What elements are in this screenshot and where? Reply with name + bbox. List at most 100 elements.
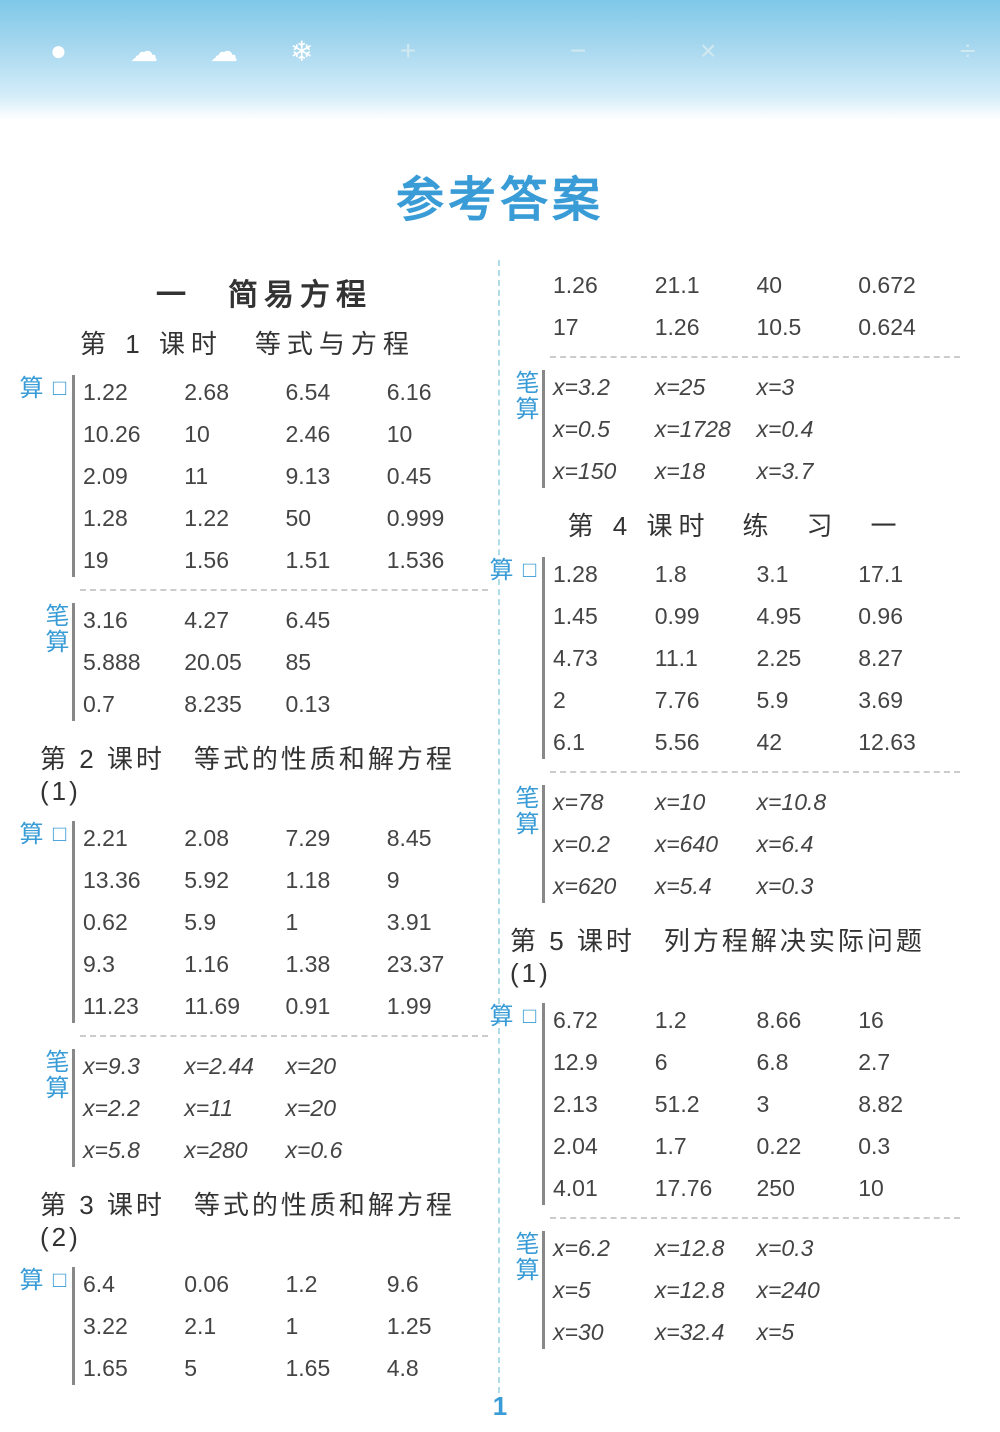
table-cell: 0.22 [757,1125,859,1167]
table-cell: 11.1 [655,637,757,679]
table-cell: x=20 [286,1087,387,1129]
table-cell: x=18 [655,450,757,492]
table-cell: 0.999 [387,497,488,539]
table-cell: 2.04 [553,1125,655,1167]
page-title: 参考答案 [0,160,1000,230]
answer-grid: 1.2621.1400.672171.2610.50.624 [553,264,960,348]
table-cell: 1.26 [655,306,757,348]
table-row: 4.0117.7625010 [553,1167,960,1209]
vertical-bar [542,370,545,488]
table-cell: x=10 [655,781,757,823]
table-cell: x=6.2 [553,1227,655,1269]
cloud-icon: ☁ [210,35,238,68]
table-row: 4.7311.12.258.27 [553,637,960,679]
table-cell: 0.96 [858,595,960,637]
table-cell: 9.6 [387,1263,488,1305]
table-cell [387,1087,488,1129]
table-cell: 1.22 [184,497,285,539]
divider [550,771,960,773]
table-cell: 10.26 [83,413,184,455]
table-cell: 1.2 [655,999,757,1041]
table-cell: 1.51 [286,539,387,581]
plus-icon: + [400,35,416,67]
table-cell: x=0.3 [757,865,859,907]
table-row: 0.625.913.91 [83,901,488,943]
table-cell: 1.28 [83,497,184,539]
table-cell: x=2.44 [184,1045,285,1087]
kousuan-label: 算 [40,1263,72,1389]
table-cell: 10 [858,1167,960,1209]
table-cell: 0.7 [83,683,184,725]
table-cell: 2.7 [858,1041,960,1083]
table-row: x=5.8x=280x=0.6 [83,1129,488,1171]
table-cell: 17 [553,306,655,348]
table-row: x=9.3x=2.44x=20 [83,1045,488,1087]
table-cell: 0.91 [286,985,387,1027]
table-row: 27.765.93.69 [553,679,960,721]
kousuan-block: 算 6.40.061.29.63.222.111.251.6551.654.8 [40,1263,488,1389]
table-cell: 85 [286,641,387,683]
table-row: 6.721.28.6616 [553,999,960,1041]
table-row: x=78x=10x=10.8 [553,781,960,823]
kousuan-label: 算 [40,817,72,1027]
table-cell: 9.13 [286,455,387,497]
table-row: 2.1351.238.82 [553,1083,960,1125]
table-cell: 12.63 [858,721,960,763]
table-cell: 6 [655,1041,757,1083]
table-cell: x=280 [184,1129,285,1171]
table-row: 6.15.564212.63 [553,721,960,763]
answer-grid: 3.164.276.455.88820.05850.78.2350.13 [83,599,488,725]
table-cell [387,641,488,683]
table-cell: 4.73 [553,637,655,679]
bisuan-block: 笔算 x=9.3x=2.44x=20x=2.2x=11x=20x=5.8x=28… [40,1045,488,1171]
table-cell: x=20 [286,1045,387,1087]
answer-grid: x=6.2x=12.8x=0.3x=5x=12.8x=240x=30x=32.4… [553,1227,960,1353]
table-cell: x=0.2 [553,823,655,865]
vertical-bar [72,603,75,721]
table-cell: x=5.4 [655,865,757,907]
table-cell: 23.37 [387,943,488,985]
table-cell [387,683,488,725]
vertical-bar [542,557,545,759]
table-cell: 2.08 [184,817,285,859]
table-cell: x=78 [553,781,655,823]
table-cell: x=640 [655,823,757,865]
table-cell: 3.22 [83,1305,184,1347]
table-cell: 17.1 [858,553,960,595]
table-row: x=3.2x=25x=3 [553,366,960,408]
chapter-number: 一 [156,279,192,312]
table-cell [387,599,488,641]
table-cell: 1.16 [184,943,285,985]
table-cell: 4.95 [757,595,859,637]
table-cell: 6.4 [83,1263,184,1305]
kousuan-block: 算 6.721.28.661612.966.82.72.1351.238.822… [510,999,960,1209]
table-row: 13.365.921.189 [83,859,488,901]
answer-grid: x=9.3x=2.44x=20x=2.2x=11x=20x=5.8x=280x=… [83,1045,488,1171]
chapter-title: 一 简易方程 [40,270,488,314]
table-cell: 8.27 [858,637,960,679]
table-cell: 6.16 [387,371,488,413]
table-cell [387,1045,488,1087]
bisuan-label: 笔算 [40,1045,72,1171]
answer-grid: 1.281.83.117.11.450.994.950.964.7311.12.… [553,553,960,763]
divider [80,589,488,591]
table-cell [858,1227,960,1269]
table-cell: x=0.6 [286,1129,387,1171]
table-cell: x=25 [655,366,757,408]
table-cell: 6.1 [553,721,655,763]
table-row: 1.2621.1400.672 [553,264,960,306]
table-cell: x=12.8 [655,1227,757,1269]
table-cell: x=150 [553,450,655,492]
table-row: 1.222.686.546.16 [83,371,488,413]
bisuan-label: 笔算 [510,781,542,907]
answer-grid: 6.40.061.29.63.222.111.251.6551.654.8 [83,1263,488,1389]
bisuan-block: 笔算 x=78x=10x=10.8x=0.2x=640x=6.4x=620x=5… [510,781,960,907]
table-cell [858,823,960,865]
bisuan-label: 笔算 [510,1227,542,1353]
table-cell: 0.3 [858,1125,960,1167]
table-row: x=0.5x=1728x=0.4 [553,408,960,450]
bisuan-block: 笔算 x=6.2x=12.8x=0.3x=5x=12.8x=240x=30x=3… [510,1227,960,1353]
table-cell: 1.38 [286,943,387,985]
table-cell [858,865,960,907]
table-cell: 0.13 [286,683,387,725]
